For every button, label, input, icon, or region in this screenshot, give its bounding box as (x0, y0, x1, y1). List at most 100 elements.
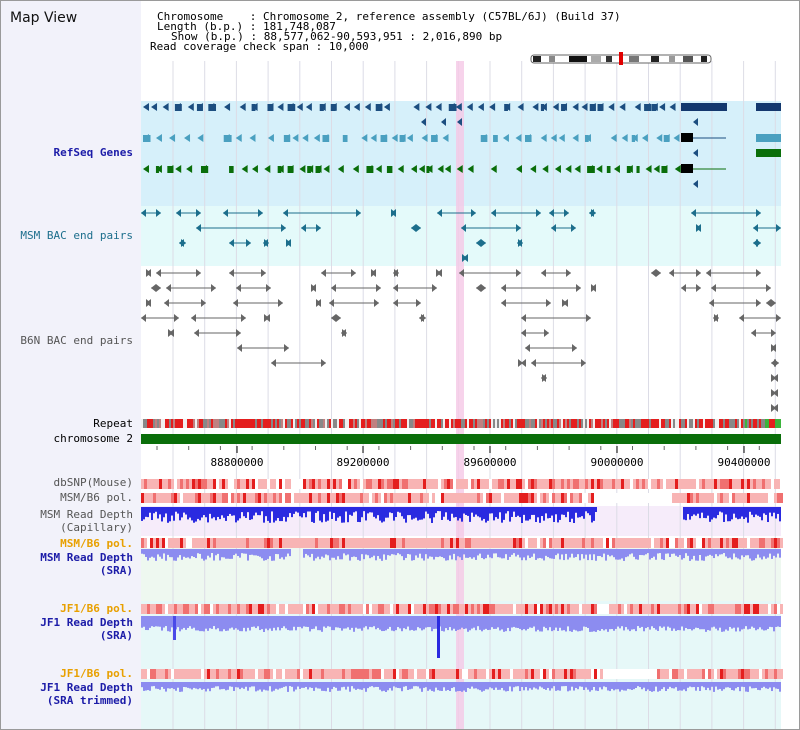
polymorphism-cell (762, 479, 765, 489)
read-depth-bar (683, 616, 685, 631)
gene-exon (561, 104, 566, 111)
polymorphism-cell (630, 604, 633, 614)
polymorphism-cell (675, 604, 678, 614)
read-depth-bar (773, 616, 775, 632)
repeat-feature (387, 419, 389, 428)
polymorphism-cell (222, 604, 225, 614)
gene-exon (480, 135, 488, 142)
read-depth-bar (405, 507, 407, 523)
read-depth-bar (461, 682, 463, 692)
read-depth-bar (639, 682, 641, 688)
gene-feature (467, 165, 474, 173)
gene-feature (673, 134, 680, 142)
gene-feature (550, 134, 557, 142)
repeat-feature (415, 419, 417, 428)
read-depth-bar (359, 616, 361, 629)
read-depth-bar (391, 507, 393, 514)
bac-end (271, 359, 276, 367)
repeat-feature (745, 419, 747, 428)
read-depth-bar (569, 682, 571, 691)
read-depth-bar (323, 616, 325, 627)
bac-end (266, 284, 271, 292)
polymorphism-cell (687, 604, 690, 614)
gene-exon (661, 166, 668, 173)
read-depth-bar (249, 549, 251, 555)
polymorphism-cell (582, 604, 585, 614)
polymorphism-cell (657, 604, 660, 614)
read-depth-bar (433, 616, 435, 629)
polymorphism-cell (366, 669, 369, 679)
read-depth-bar (431, 616, 433, 632)
polymorphism-cell (219, 493, 222, 503)
read-depth-bar (295, 507, 297, 512)
polymorphism-cell (567, 479, 570, 489)
read-depth-bar (729, 682, 731, 688)
polymorphism-cell (285, 669, 288, 679)
read-depth-bar (183, 616, 185, 628)
repeat-feature (575, 419, 577, 428)
polymorphism-cell (528, 669, 531, 679)
read-depth-bar (149, 549, 151, 558)
read-depth-bar (699, 682, 701, 691)
polymorphism-cell (780, 479, 783, 489)
repeat-feature (579, 419, 581, 428)
repeat-feature (759, 419, 761, 428)
read-depth-bar (325, 507, 327, 522)
repeat-feature (523, 419, 525, 428)
polymorphism-cell (228, 538, 231, 548)
read-depth-bar (283, 616, 285, 627)
read-depth-bar (295, 682, 297, 690)
read-depth-bar (727, 549, 729, 559)
repeat-feature (485, 419, 487, 428)
read-depth-bar (473, 616, 475, 628)
repeat-feature (509, 419, 511, 428)
repeat-feature (351, 419, 353, 428)
polymorphism-cell (705, 493, 708, 503)
read-depth-bar (375, 616, 377, 630)
polymorphism-cell (366, 493, 369, 503)
bac-end (416, 299, 421, 307)
polymorphism-cell (690, 604, 693, 614)
polymorphism-cell (507, 493, 510, 503)
read-depth-bar (463, 507, 465, 514)
repeat-feature (357, 419, 359, 428)
polymorphism-cell (582, 669, 585, 679)
polymorphism-cell (258, 493, 261, 503)
repeat-feature (293, 419, 295, 428)
read-depth-bar (347, 507, 349, 523)
read-depth-bar (161, 682, 163, 687)
polymorphism-cell (597, 604, 600, 614)
read-depth-bar (307, 682, 309, 690)
polymorphism-cell (240, 669, 243, 679)
repeat-feature (383, 419, 385, 428)
read-depth-bar (567, 682, 569, 692)
polymorphism-cell (159, 604, 162, 614)
bac-end (196, 269, 201, 277)
repeat-feature (283, 419, 285, 428)
bac-end (518, 239, 523, 247)
gene-feature (554, 165, 561, 173)
read-depth-bar (659, 682, 661, 691)
read-depth-bar (503, 616, 505, 632)
read-depth-bar (217, 549, 219, 554)
read-depth-bar (365, 682, 367, 692)
read-depth-bar (731, 507, 733, 520)
polymorphism-cell (465, 604, 468, 614)
polymorphism-cell (213, 604, 216, 614)
read-depth-bar (481, 507, 483, 521)
read-depth-bar (155, 549, 157, 561)
repeat-feature (395, 419, 397, 428)
read-depth-bar (373, 682, 375, 688)
polymorphism-cell (729, 538, 732, 548)
polymorphism-cell (387, 604, 390, 614)
read-depth-bar (345, 549, 347, 556)
axis-tick-label: 89200000 (336, 456, 390, 469)
read-depth-bar (233, 616, 235, 630)
polymorphism-cell (357, 493, 360, 503)
polymorphism-cell (756, 669, 759, 679)
polymorphism-cell (492, 669, 495, 679)
polymorphism-cell (390, 479, 393, 489)
polymorphism-cell (285, 538, 288, 548)
repeat-feature (347, 419, 349, 428)
